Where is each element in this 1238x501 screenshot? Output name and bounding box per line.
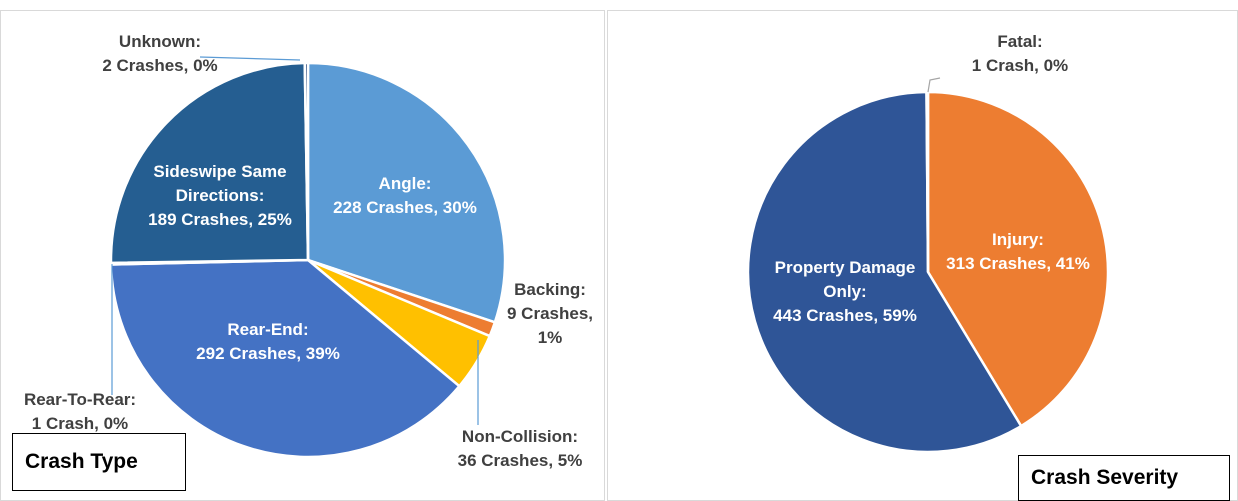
label-value: 313 Crashes, 41% bbox=[946, 254, 1090, 273]
data-label: Backing: 9 Crashes, 1% bbox=[500, 278, 600, 350]
label-value: 292 Crashes, 39% bbox=[196, 344, 340, 363]
label-name: Backing: bbox=[514, 280, 586, 299]
label-value: 1 Crash, 0% bbox=[31, 414, 129, 433]
label-name: Angle: bbox=[378, 174, 432, 193]
pie-slice bbox=[109, 258, 462, 459]
label-name: Unknown: bbox=[118, 32, 202, 51]
label-name: Rear-To-Rear: bbox=[23, 390, 137, 409]
chart-title: Crash Type bbox=[12, 433, 186, 491]
pie-slice bbox=[746, 90, 1023, 454]
label-name: Fatal: bbox=[997, 32, 1043, 51]
label-name: Non-Collision: bbox=[461, 427, 579, 446]
leader-line bbox=[927, 77, 941, 93]
label-value: 36 Crashes, 5% bbox=[457, 451, 583, 470]
label-value: 443 Crashes, 59% bbox=[773, 306, 917, 325]
label-name: Sideswipe Same Directions: bbox=[153, 162, 287, 205]
label-value: 2 Crashes, 0% bbox=[102, 56, 218, 75]
chart-title: Crash Severity bbox=[1018, 455, 1230, 501]
label-value: 228 Crashes, 30% bbox=[333, 198, 477, 217]
data-label: Property Damage Only: 443 Crashes, 59% bbox=[755, 256, 935, 328]
data-label: Sideswipe Same Directions: 189 Crashes, 2… bbox=[130, 160, 310, 232]
data-label: Non-Collision: 36 Crashes, 5% bbox=[430, 425, 610, 473]
label-name: Property Damage Only: bbox=[774, 258, 916, 301]
data-label: Fatal: 1 Crash, 0% bbox=[940, 30, 1100, 78]
pie-slice bbox=[926, 90, 1110, 428]
pie-slice bbox=[109, 61, 310, 265]
data-label: Rear-To-Rear: 1 Crash, 0% bbox=[5, 388, 155, 436]
pie-slice bbox=[925, 90, 930, 273]
data-label: Unknown: 2 Crashes, 0% bbox=[75, 30, 245, 78]
label-value: 9 Crashes, 1% bbox=[507, 304, 593, 347]
label-name: Rear-End: bbox=[227, 320, 309, 339]
data-label: Angle: 228 Crashes, 30% bbox=[305, 172, 505, 220]
data-label: Injury: 313 Crashes, 41% bbox=[923, 228, 1113, 276]
pie-slice bbox=[306, 61, 507, 324]
label-name: Injury: bbox=[992, 230, 1044, 249]
label-value: 189 Crashes, 25% bbox=[148, 210, 292, 229]
leader-line bbox=[199, 56, 301, 61]
pie-slice bbox=[303, 61, 310, 261]
data-label: Rear-End: 292 Crashes, 39% bbox=[168, 318, 368, 366]
label-value: 1 Crash, 0% bbox=[971, 56, 1069, 75]
